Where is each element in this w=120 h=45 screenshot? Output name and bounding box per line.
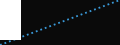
Bar (0, 0, 21, 40)
